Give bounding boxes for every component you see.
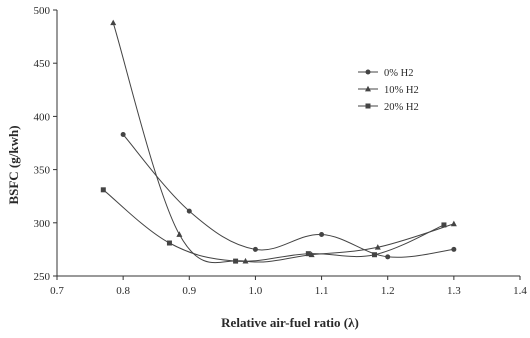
data-point — [110, 19, 117, 26]
data-point — [233, 258, 239, 264]
legend-label: 20% H2 — [384, 102, 419, 113]
y-axis-title: BSFC (g/kwh) — [6, 125, 21, 204]
data-point — [374, 244, 381, 250]
x-tick-label: 1.1 — [315, 285, 329, 297]
legend-marker — [365, 103, 371, 109]
data-point — [242, 257, 249, 264]
data-point — [176, 231, 183, 237]
series-line — [112, 22, 455, 264]
data-point — [120, 131, 126, 137]
series-group — [100, 19, 457, 264]
y-tick-label: 500 — [34, 5, 51, 17]
legend-item: 10% H2 — [358, 85, 419, 96]
data-point — [319, 232, 325, 238]
y-tick-label: 300 — [34, 218, 51, 230]
y-tick-label: 450 — [34, 58, 51, 70]
data-point — [186, 208, 192, 214]
x-tick-label: 0.8 — [116, 285, 130, 297]
y-tick-label: 400 — [34, 111, 51, 123]
legend-item: 20% H2 — [358, 102, 419, 113]
x-tick-label: 1.3 — [447, 285, 461, 297]
data-point — [450, 220, 457, 227]
data-point — [371, 252, 377, 258]
legend-marker — [365, 85, 371, 92]
data-point — [305, 251, 311, 257]
series-1 — [120, 131, 457, 260]
y-tick-label: 250 — [34, 271, 51, 283]
series-2 — [110, 19, 457, 264]
x-tick-label: 0.9 — [182, 285, 196, 297]
data-point — [385, 254, 391, 260]
data-point — [252, 246, 258, 252]
x-tick-label: 0.7 — [50, 285, 64, 297]
legend-item: 0% H2 — [358, 68, 413, 79]
x-axis-title: Relative air-fuel ratio (λ) — [221, 315, 359, 330]
series-3 — [100, 187, 447, 264]
axes: 0.7 0.8 0.9 1.0 1.1 1.2 1.3 1.4 250 300 350 400 450 5… — [34, 5, 528, 297]
legend-label: 10% H2 — [384, 85, 419, 96]
legend-marker — [365, 69, 371, 75]
data-point — [451, 246, 457, 252]
legend: 0% H2 10% H2 20% H2 — [358, 68, 419, 113]
y-tick-label: 350 — [34, 165, 51, 177]
x-tick-label: 1.2 — [381, 285, 395, 297]
data-point — [166, 240, 172, 246]
x-tick-label: 1.0 — [249, 285, 263, 297]
series-line — [122, 134, 454, 258]
x-tick-label: 1.4 — [513, 285, 527, 297]
data-point — [100, 187, 106, 193]
series-line — [102, 189, 445, 262]
legend-label: 0% H2 — [384, 68, 413, 79]
data-point — [441, 222, 447, 228]
